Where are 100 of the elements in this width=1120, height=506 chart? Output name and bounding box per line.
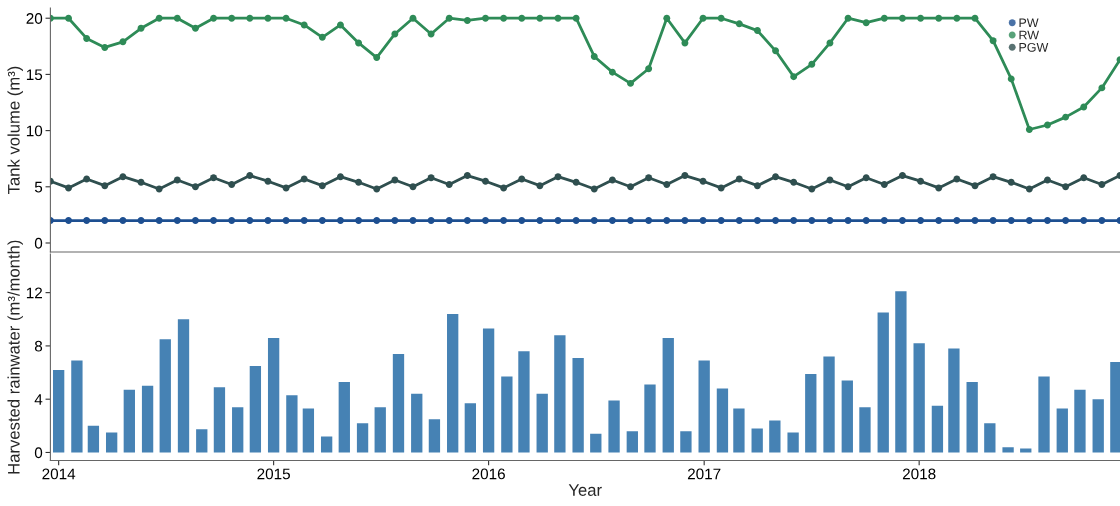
point [717, 217, 725, 224]
bar [608, 400, 620, 453]
point [318, 33, 326, 41]
point [735, 20, 743, 28]
point [989, 173, 997, 181]
point [808, 60, 816, 68]
bar [787, 432, 799, 453]
bar [232, 407, 244, 453]
bar [984, 423, 996, 453]
point [264, 14, 272, 22]
point [554, 14, 562, 22]
bar [536, 393, 548, 453]
point [101, 43, 109, 51]
point [463, 217, 471, 224]
bar [644, 384, 656, 453]
bar [286, 395, 298, 453]
point [917, 177, 925, 185]
bar [931, 405, 944, 453]
y-tick-label: 20 [26, 13, 43, 24]
point [155, 185, 163, 193]
point [572, 178, 580, 186]
point [935, 14, 943, 22]
bar [823, 356, 835, 453]
point [65, 184, 72, 192]
point [572, 217, 580, 224]
point [971, 14, 979, 22]
y-tick-label: 10 [26, 125, 43, 137]
bar [428, 419, 441, 453]
bar [411, 393, 423, 453]
bar [302, 408, 315, 453]
point [246, 14, 254, 22]
point [463, 16, 471, 24]
point [645, 217, 653, 224]
bar [895, 291, 907, 453]
point [1080, 103, 1088, 111]
point [210, 14, 218, 22]
bar [159, 339, 171, 453]
y-tick-label: 4 [34, 394, 43, 405]
point [300, 21, 308, 29]
bar [177, 319, 190, 453]
point [953, 175, 961, 183]
point [608, 176, 616, 184]
point [336, 217, 344, 224]
y-tick-label: 5 [34, 181, 43, 193]
bar [769, 420, 781, 453]
point [862, 174, 870, 182]
point [173, 217, 181, 224]
point [391, 217, 399, 224]
point [1062, 217, 1070, 224]
point [155, 217, 163, 224]
point [318, 182, 326, 190]
point [173, 176, 181, 184]
point [699, 14, 707, 22]
bar [338, 381, 350, 453]
bar [196, 429, 208, 453]
point [590, 52, 598, 60]
point [880, 14, 888, 22]
x-tick-label: 2014 [42, 468, 76, 480]
x-tick-label: 2017 [687, 468, 721, 480]
point [1098, 181, 1106, 189]
point [391, 30, 399, 38]
point [210, 217, 218, 224]
point [844, 217, 852, 224]
point [880, 217, 888, 224]
point [1044, 217, 1051, 224]
point [790, 217, 798, 224]
bar [590, 433, 602, 453]
point [627, 79, 634, 87]
point [119, 173, 127, 181]
point [119, 217, 127, 224]
point [536, 217, 544, 224]
bar [948, 348, 960, 453]
point [228, 217, 236, 224]
point [753, 217, 761, 224]
point [1080, 217, 1088, 224]
point [409, 183, 417, 191]
point [663, 181, 671, 189]
bar [572, 357, 584, 453]
point [500, 14, 508, 22]
bar [716, 388, 729, 453]
point [391, 176, 399, 184]
point [862, 217, 870, 224]
point [500, 184, 508, 192]
bar [123, 389, 135, 453]
point [65, 14, 72, 22]
point [735, 217, 743, 224]
point [536, 14, 544, 22]
bar [518, 351, 530, 453]
bar [71, 360, 83, 453]
bar [267, 337, 280, 453]
point [645, 174, 653, 182]
bar [1002, 447, 1014, 453]
bar [52, 369, 65, 453]
bar [356, 423, 369, 453]
point [645, 65, 653, 73]
point [753, 182, 761, 190]
point [590, 185, 598, 193]
point [898, 217, 906, 224]
point [808, 185, 816, 193]
point [445, 181, 453, 189]
